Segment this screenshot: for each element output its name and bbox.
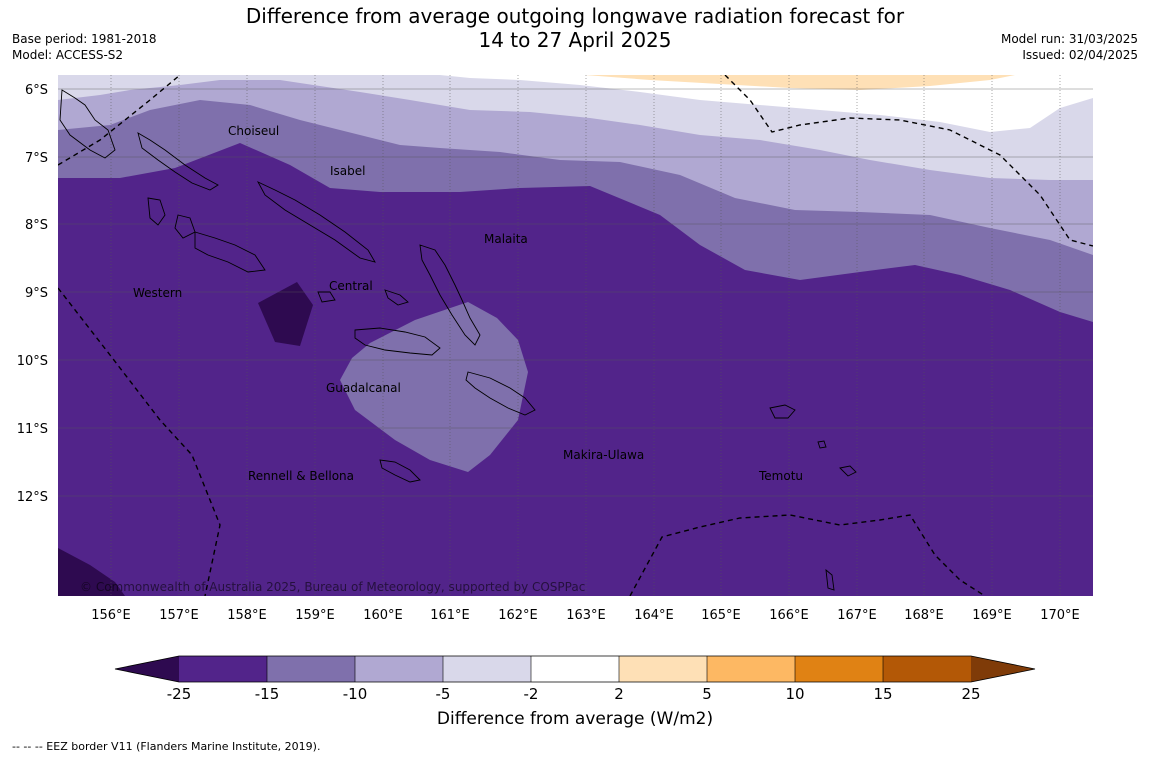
vanikoro-island	[839, 465, 857, 477]
coastlines	[59, 89, 857, 591]
region-malaita: Malaita	[484, 232, 528, 246]
colorbar-tick-3: -5	[436, 685, 451, 703]
lat-tick-8s: 8°S	[25, 218, 48, 233]
malaita-island	[419, 244, 481, 346]
region-temotu: Temotu	[758, 469, 803, 483]
region-labels: Choiseul Isabel Malaita Western Central …	[133, 124, 803, 483]
lat-tick-12s: 12°S	[17, 490, 48, 505]
lon-tick-158e: 158°E	[227, 608, 267, 623]
colorbar-seg-4	[443, 656, 531, 682]
colorbar-tick-1: -15	[255, 685, 280, 703]
colorbar-tick-6: 5	[702, 685, 712, 703]
eez-border	[58, 75, 1093, 596]
colorbar-seg-3	[355, 656, 443, 682]
choiseul-island	[137, 132, 219, 191]
anomaly-southwest-min	[58, 548, 125, 596]
colorbar-seg-1	[179, 656, 267, 682]
region-choiseul: Choiseul	[228, 124, 279, 138]
lon-tick-168e: 168°E	[904, 608, 944, 623]
meta-left: Base period: 1981-2018 Model: ACCESS-S2	[12, 31, 157, 63]
bougainville-island	[59, 89, 116, 159]
lon-tick-159e: 159°E	[295, 608, 335, 623]
band-near-zero	[440, 75, 1093, 132]
colorbar-tick-9: 25	[961, 685, 980, 703]
colorbar-tick-7: 10	[785, 685, 804, 703]
copyright-notice: © Commonwealth of Australia 2025, Bureau…	[80, 580, 585, 594]
lat-tick-11s: 11°S	[17, 422, 48, 437]
lon-tick-162e: 162°E	[498, 608, 538, 623]
band-plus2-plus5	[585, 75, 1015, 90]
lon-tick-170e: 170°E	[1040, 608, 1080, 623]
lon-tick-163e: 163°E	[566, 608, 606, 623]
lon-tick-160e: 160°E	[363, 608, 403, 623]
vanuatu-torres-islands	[825, 568, 835, 591]
lat-tick-7s: 7°S	[25, 151, 48, 166]
anomaly-western-min	[258, 282, 313, 346]
lat-tick-9s: 9°S	[25, 286, 48, 301]
region-guadalcanal: Guadalcanal	[326, 381, 401, 395]
map-title: Difference from average outgoing longwav…	[0, 4, 1150, 52]
kolombangara-island	[174, 214, 196, 239]
model-run: Model run: 31/03/2025	[1000, 32, 1138, 46]
region-rennell-bellona: Rennell & Bellona	[248, 469, 354, 483]
colorbar-tick-2: -10	[343, 685, 368, 703]
colorbar-seg-2	[267, 656, 355, 682]
region-makira-ulawa: Makira-Ulawa	[563, 448, 644, 462]
colorbar-seg-8	[795, 656, 883, 682]
vella-lavella-island	[147, 197, 166, 226]
model-name: Model: ACCESS-S2	[12, 48, 124, 62]
isabel-island	[256, 181, 376, 263]
colorbar-tick-0: -25	[167, 685, 192, 703]
lon-tick-165e: 165°E	[701, 608, 741, 623]
lon-tick-166e: 166°E	[769, 608, 809, 623]
graticule-lat	[58, 88, 1093, 497]
lat-tick-6s: 6°S	[25, 83, 48, 98]
longitude-axis: 156°E 157°E 158°E 159°E 160°E 161°E 162°…	[91, 608, 1080, 623]
utupua-island	[817, 440, 827, 449]
eez-legend-note: -- -- -- EEZ border V11 (Flanders Marine…	[12, 740, 321, 753]
title-line-2: 14 to 27 April 2025	[478, 28, 672, 52]
anomaly-guadalcanal	[340, 302, 528, 472]
lat-tick-10s: 10°S	[17, 354, 48, 369]
colorbar-seg-9	[883, 656, 971, 682]
map-panel: © Commonwealth of Australia 2025, Bureau…	[58, 75, 1093, 596]
colorbar: -25 -15 -10 -5 -2 2 5 10 15 25	[114, 655, 1036, 703]
region-central: Central	[329, 279, 373, 293]
lon-tick-167e: 167°E	[837, 608, 877, 623]
guadalcanal-island	[354, 327, 441, 356]
lon-tick-164e: 164°E	[634, 608, 674, 623]
colorbar-seg-7	[707, 656, 795, 682]
region-isabel: Isabel	[330, 164, 365, 178]
lon-tick-169e: 169°E	[972, 608, 1012, 623]
latitude-axis: 6°S 7°S 8°S 9°S 10°S 11°S 12°S	[17, 83, 48, 505]
lon-tick-161e: 161°E	[430, 608, 470, 623]
colorbar-tick-8: 15	[873, 685, 892, 703]
issued-date: Issued: 02/04/2025	[1022, 48, 1138, 62]
colorbar-extend-max	[971, 656, 1035, 682]
meta-right: Model run: 31/03/2025 Issued: 02/04/2025	[1001, 31, 1138, 63]
florida-islands	[317, 291, 336, 303]
colorbar-extend-min	[115, 656, 179, 682]
new-georgia-island	[194, 231, 266, 273]
colorbar-tick-5: 2	[614, 685, 624, 703]
lon-tick-157e: 157°E	[159, 608, 199, 623]
base-period: Base period: 1981-2018	[12, 32, 157, 46]
colorbar-seg-5	[531, 656, 619, 682]
region-western: Western	[133, 286, 182, 300]
central-islets	[384, 289, 409, 306]
colorbar-label: Difference from average (W/m2)	[436, 709, 714, 729]
lon-tick-156e: 156°E	[91, 608, 131, 623]
rennell-island	[379, 459, 421, 483]
santa-cruz-island	[769, 404, 796, 419]
title-line-1: Difference from average outgoing longwav…	[245, 4, 905, 28]
makira-island	[465, 371, 536, 416]
colorbar-seg-6	[619, 656, 707, 682]
colorbar-tick-4: -2	[524, 685, 539, 703]
